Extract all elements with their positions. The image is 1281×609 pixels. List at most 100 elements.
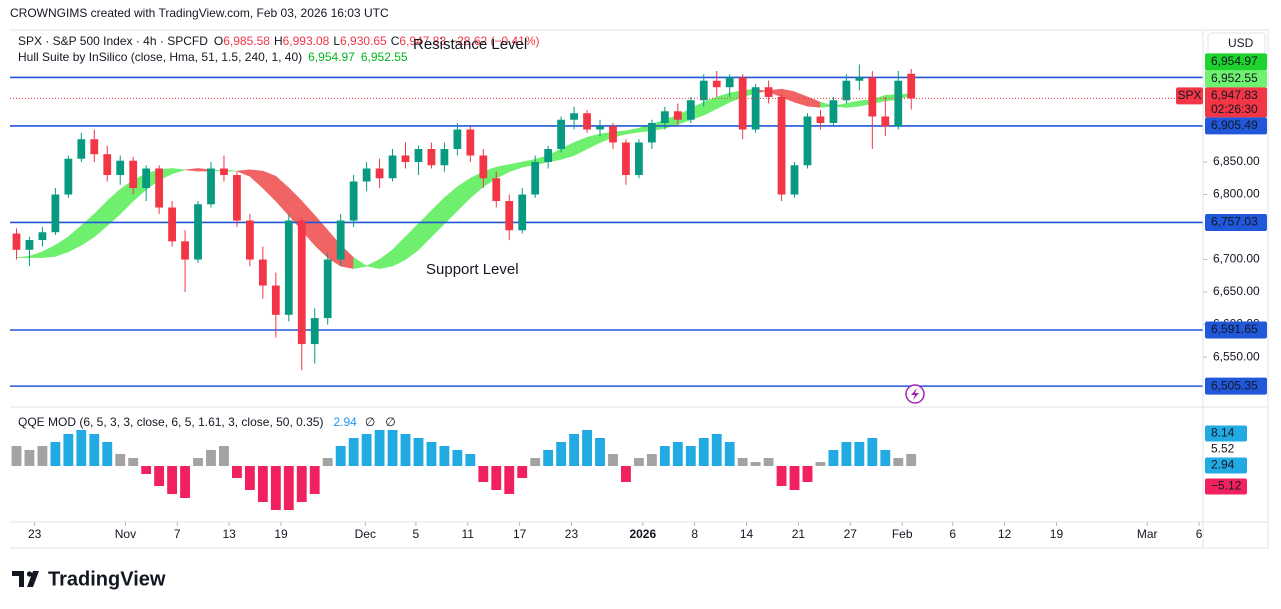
low-label: L — [333, 34, 340, 48]
qqe-bar — [244, 466, 255, 490]
x-tick-label: 11 — [462, 527, 475, 541]
x-tick-label: Feb — [892, 527, 913, 541]
high-value: 6,993.08 — [283, 34, 330, 48]
candle-body — [220, 168, 228, 176]
qqe-bar — [750, 462, 761, 466]
price-tag — [1205, 377, 1267, 395]
qqe-tag — [1205, 441, 1247, 458]
price-tag — [1205, 213, 1267, 231]
qqe-value: 2.94 — [333, 415, 357, 429]
x-tick-label: 14 — [740, 527, 754, 541]
candle-body — [647, 122, 656, 143]
qqe-bar — [724, 442, 735, 466]
logo-text: TradingView — [48, 568, 166, 590]
candle-body — [557, 119, 566, 149]
qqe-bar — [776, 466, 787, 486]
qqe-bar — [582, 430, 592, 466]
candle-body — [829, 100, 838, 123]
qqe-bar — [711, 434, 722, 466]
candle-body — [609, 126, 617, 143]
candle-body — [401, 155, 410, 163]
candle-body — [38, 232, 47, 241]
qqe-bar — [789, 466, 800, 490]
x-tick-label: 6 — [1196, 527, 1203, 541]
candle-body — [803, 116, 812, 166]
qqe-bar — [309, 466, 320, 494]
qqe-bar — [763, 458, 774, 466]
candle-body — [738, 77, 747, 130]
qqe-bar — [621, 466, 631, 482]
symbol-tag-label: SPX — [1177, 88, 1201, 102]
candle-body — [336, 220, 345, 260]
candle-body — [868, 77, 877, 117]
candle-body — [712, 80, 721, 88]
x-tick-label: 17 — [513, 527, 527, 541]
price-tag-label: 6,952.55 — [1211, 71, 1258, 85]
candle-body — [323, 259, 332, 319]
hull-band — [353, 257, 368, 270]
qqe-bar — [880, 450, 891, 466]
indicator-value: 6,954.97 — [308, 50, 355, 64]
price-tag-label: 6,757.03 — [1211, 215, 1258, 229]
candle-body — [440, 148, 449, 166]
qqe-bar — [569, 434, 580, 466]
candle-body — [155, 168, 164, 208]
candle-body — [790, 165, 799, 195]
candle-body — [388, 155, 397, 179]
price-tag-label: 6,954.97 — [1211, 54, 1258, 68]
x-tick-label: 21 — [792, 527, 806, 541]
qqe-bar — [283, 466, 294, 510]
candle-body — [518, 194, 527, 231]
price-tag-label: 6,905.49 — [1211, 118, 1258, 132]
candle-body — [310, 318, 319, 345]
annotation: Support Level — [426, 261, 519, 278]
qqe-tag — [1205, 457, 1247, 474]
qqe-header: QQE MOD (6, 5, 3, 3, close, 6, 5, 1.61, … — [18, 415, 396, 429]
candle-body — [673, 111, 682, 120]
hull-band — [171, 168, 186, 175]
qqe-bar — [685, 446, 696, 466]
qqe-bar — [893, 458, 904, 466]
qqe-bar — [595, 438, 605, 466]
candle-body — [51, 194, 60, 233]
qqe-bar — [11, 446, 22, 466]
candle-body — [77, 139, 86, 159]
indicator-name: Hull Suite by InSilico (close, Hma, 51, … — [18, 50, 302, 64]
qqe-tag-label: 2.94 — [1211, 458, 1235, 472]
x-tick-label: 19 — [274, 527, 288, 541]
qqe-tag-label: 8.14 — [1211, 426, 1235, 440]
price-tag-label: 6,947.83 — [1211, 88, 1258, 102]
indicator-line: Hull Suite by InSilico (close, Hma, 51, … — [18, 50, 408, 64]
qqe-bar — [270, 466, 281, 510]
candle-body — [258, 259, 267, 286]
candle-body — [777, 96, 786, 195]
qqe-bar — [374, 430, 385, 466]
y-tick-label: 6,550.00 — [1213, 349, 1260, 363]
candle-body — [907, 73, 916, 99]
candle-body — [181, 241, 189, 260]
x-tick-label: 12 — [998, 527, 1012, 541]
close-value: 6,947.83 — [399, 34, 446, 48]
qqe-bar — [50, 442, 61, 466]
qqe-bar — [102, 442, 113, 466]
currency[interactable]: USD — [1228, 36, 1254, 50]
symbol-line: SPX · S&P 500 Index · 4h · SPCFD O6,985.5… — [18, 34, 540, 48]
symbol: SPX · S&P 500 Index · 4h · SPCFD — [18, 34, 208, 48]
alert-icon[interactable] — [905, 384, 925, 404]
qqe-bar — [556, 442, 567, 466]
candle-body — [297, 220, 306, 345]
x-tick-label: 2026 — [629, 527, 656, 541]
qqe-name: QQE MOD (6, 5, 3, 3, close, 6, 5, 1.61, … — [18, 415, 323, 429]
candle-body — [816, 116, 825, 123]
qqe-bar — [37, 446, 48, 466]
qqe-bar — [465, 454, 476, 466]
qqe-tag — [1205, 425, 1247, 442]
annotation: Resistance Level — [413, 36, 527, 53]
qqe-bar — [167, 466, 178, 494]
qqe-bar — [219, 446, 229, 466]
x-tick-label: 27 — [844, 527, 858, 541]
qqe-bar — [426, 442, 437, 466]
candle-body — [505, 201, 514, 231]
candle-body — [596, 126, 604, 130]
